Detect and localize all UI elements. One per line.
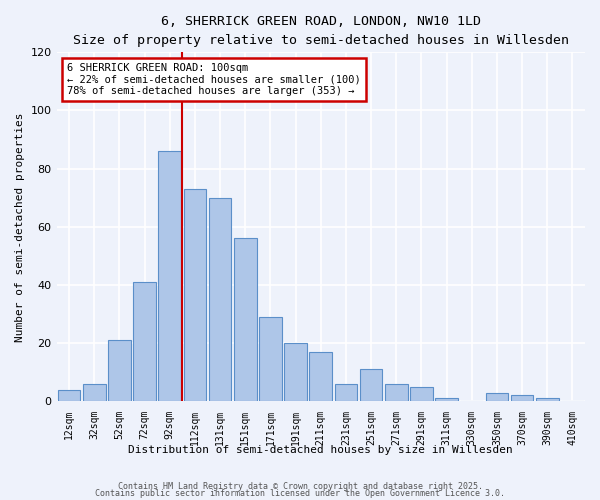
Bar [536, 398, 559, 401]
Y-axis label: Number of semi-detached properties: Number of semi-detached properties [15, 112, 25, 342]
Text: 6 SHERRICK GREEN ROAD: 100sqm
← 22% of semi-detached houses are smaller (100)
78: 6 SHERRICK GREEN ROAD: 100sqm ← 22% of s… [67, 63, 361, 96]
Bar [58, 390, 80, 401]
Bar [108, 340, 131, 401]
Bar [184, 189, 206, 401]
Bar [410, 386, 433, 401]
Text: 191sqm: 191sqm [290, 410, 301, 445]
Text: 311sqm: 311sqm [442, 410, 452, 445]
Bar [234, 238, 257, 401]
Bar [360, 370, 382, 401]
Text: Contains HM Land Registry data © Crown copyright and database right 2025.: Contains HM Land Registry data © Crown c… [118, 482, 482, 491]
Text: 231sqm: 231sqm [341, 410, 351, 445]
Text: Contains public sector information licensed under the Open Government Licence 3.: Contains public sector information licen… [95, 489, 505, 498]
Bar [158, 151, 181, 401]
Text: 350sqm: 350sqm [492, 410, 502, 445]
Bar [209, 198, 232, 401]
Text: 92sqm: 92sqm [165, 410, 175, 440]
Bar [435, 398, 458, 401]
Title: 6, SHERRICK GREEN ROAD, LONDON, NW10 1LD
Size of property relative to semi-detac: 6, SHERRICK GREEN ROAD, LONDON, NW10 1LD… [73, 15, 569, 47]
Text: 32sqm: 32sqm [89, 410, 99, 440]
Text: 151sqm: 151sqm [240, 410, 250, 445]
Text: 291sqm: 291sqm [416, 410, 427, 445]
X-axis label: Distribution of semi-detached houses by size in Willesden: Distribution of semi-detached houses by … [128, 445, 513, 455]
Bar [284, 343, 307, 401]
Text: 370sqm: 370sqm [517, 410, 527, 445]
Text: 271sqm: 271sqm [391, 410, 401, 445]
Bar [385, 384, 407, 401]
Text: 131sqm: 131sqm [215, 410, 225, 445]
Text: 330sqm: 330sqm [467, 410, 477, 445]
Text: 390sqm: 390sqm [542, 410, 552, 445]
Text: 251sqm: 251sqm [366, 410, 376, 445]
Text: 171sqm: 171sqm [265, 410, 275, 445]
Text: 12sqm: 12sqm [64, 410, 74, 440]
Text: 410sqm: 410sqm [568, 410, 577, 445]
Text: 211sqm: 211sqm [316, 410, 326, 445]
Bar [133, 282, 156, 401]
Bar [485, 392, 508, 401]
Bar [310, 352, 332, 401]
Bar [259, 317, 282, 401]
Text: 52sqm: 52sqm [115, 410, 124, 440]
Bar [335, 384, 357, 401]
Text: 72sqm: 72sqm [140, 410, 149, 440]
Text: 112sqm: 112sqm [190, 410, 200, 445]
Bar [511, 396, 533, 401]
Bar [83, 384, 106, 401]
